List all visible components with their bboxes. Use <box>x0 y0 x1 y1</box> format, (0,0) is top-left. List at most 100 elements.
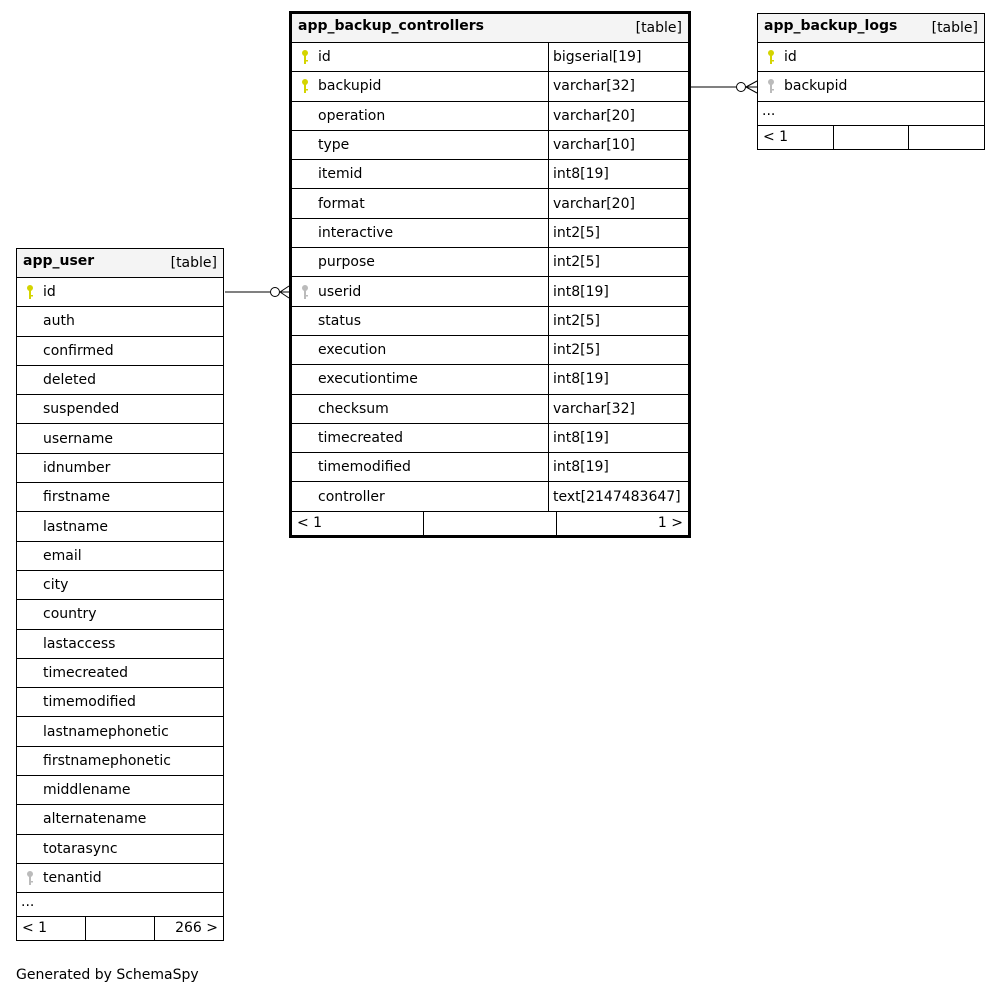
column-row[interactable]: type varchar[10] <box>292 130 688 161</box>
column-type: varchar[32] <box>548 72 688 101</box>
column-name: tenantid <box>43 870 102 887</box>
column-row[interactable]: timecreated <box>17 659 223 689</box>
spacer <box>832 125 909 149</box>
column-name: format <box>318 195 365 212</box>
column-row[interactable]: interactive int2[5] <box>292 218 688 249</box>
foreign-key-icon <box>767 78 775 94</box>
column-row[interactable]: username <box>17 424 223 454</box>
column-name: timemodified <box>43 694 136 711</box>
column-row[interactable]: lastnamephonetic <box>17 717 223 747</box>
column-row[interactable]: controller text[2147483647] <box>292 482 688 512</box>
column-row[interactable]: checksum varchar[32] <box>292 394 688 424</box>
column-row[interactable]: format varchar[20] <box>292 189 688 219</box>
table-kind: [table] <box>931 20 978 36</box>
column-name: id <box>784 49 797 66</box>
column-name: executiontime <box>318 371 418 388</box>
column-row[interactable]: id <box>758 43 984 73</box>
column-row[interactable]: id bigserial[19] <box>292 43 688 73</box>
column-name: firstnamephonetic <box>43 752 171 769</box>
column-row[interactable]: backupid <box>758 72 984 102</box>
table-name[interactable]: app_user <box>23 253 95 269</box>
column-name: type <box>318 137 350 154</box>
more-columns: ... <box>758 102 984 126</box>
column-row[interactable]: id <box>17 278 223 308</box>
column-name: deleted <box>43 372 96 389</box>
children-count[interactable] <box>908 125 984 149</box>
column-row[interactable]: tenantid <box>17 864 223 894</box>
column-name: confirmed <box>43 342 114 359</box>
parents-count[interactable]: < 1 <box>297 514 323 531</box>
column-row[interactable]: executiontime int8[19] <box>292 365 688 395</box>
column-type: varchar[10] <box>548 130 688 160</box>
table-header: app_user [table] <box>17 249 223 278</box>
table-app-backup-controllers[interactable]: app_backup_controllers [table] id bigserial… <box>289 11 691 538</box>
table-name[interactable]: app_backup_logs <box>764 18 898 34</box>
table-app-user[interactable]: app_user [table] id auth confirmed deleted sus… <box>16 248 224 942</box>
foreign-key-icon <box>301 284 309 300</box>
edge-backupid <box>691 80 758 94</box>
spacer <box>423 511 555 535</box>
column-name: suspended <box>43 401 120 418</box>
parents-count[interactable]: < 1 <box>22 920 48 937</box>
column-type: int8[19] <box>548 365 688 394</box>
parents-count[interactable]: < 1 <box>763 128 789 145</box>
column-row[interactable]: middlename <box>17 776 223 806</box>
table-footer: < 1 <box>758 125 984 149</box>
column-type: int2[5] <box>548 248 688 277</box>
foreign-key-icon <box>26 870 34 886</box>
column-type: bigserial[19] <box>548 43 688 72</box>
primary-key-icon <box>301 78 309 94</box>
column-name: execution <box>318 342 387 359</box>
column-row[interactable]: itemid int8[19] <box>292 160 688 190</box>
column-name: id <box>43 284 56 301</box>
column-row[interactable]: backupid varchar[32] <box>292 72 688 102</box>
column-name: username <box>43 430 113 447</box>
column-row[interactable]: execution int2[5] <box>292 335 688 366</box>
column-name: backupid <box>784 78 848 95</box>
column-row[interactable]: userid int8[19] <box>292 277 688 307</box>
column-row[interactable]: timemodified int8[19] <box>292 453 688 483</box>
column-row[interactable]: auth <box>17 307 223 337</box>
column-row[interactable]: operation varchar[20] <box>292 101 688 131</box>
column-row[interactable]: country <box>17 600 223 630</box>
column-name: timecreated <box>43 665 128 681</box>
column-row[interactable]: timecreated int8[19] <box>292 423 688 454</box>
children-count[interactable]: 1 > <box>555 511 688 535</box>
column-name: lastaccess <box>43 635 116 652</box>
column-row[interactable]: lastname <box>17 512 223 542</box>
column-row[interactable]: email <box>17 542 223 571</box>
edge-userid <box>225 285 290 299</box>
column-row[interactable]: confirmed <box>17 337 223 366</box>
column-row[interactable]: firstname <box>17 483 223 513</box>
column-row[interactable]: status int2[5] <box>292 306 688 336</box>
column-name: itemid <box>318 166 363 183</box>
column-row[interactable]: lastaccess <box>17 630 223 659</box>
column-name: purpose <box>318 254 375 271</box>
column-row[interactable]: timemodified <box>17 688 223 718</box>
column-name: lastnamephonetic <box>43 723 169 740</box>
column-row[interactable]: deleted <box>17 366 223 396</box>
column-row[interactable]: purpose int2[5] <box>292 248 688 278</box>
generated-by-label: Generated by SchemaSpy <box>16 967 199 983</box>
column-row[interactable]: firstnamephonetic <box>17 747 223 777</box>
column-name: totarasync <box>43 840 118 857</box>
table-footer: < 1 1 > <box>292 511 688 535</box>
column-name: city <box>43 577 69 594</box>
column-row[interactable]: totarasync <box>17 835 223 864</box>
column-name: controller <box>318 488 385 505</box>
children-count[interactable]: 266 > <box>154 917 223 941</box>
table-kind: [table] <box>170 255 217 271</box>
table-name[interactable]: app_backup_controllers <box>298 18 484 34</box>
column-name: operation <box>318 107 386 124</box>
column-row[interactable]: suspended <box>17 395 223 425</box>
column-row[interactable]: alternatename <box>17 805 223 835</box>
column-row[interactable]: city <box>17 571 223 601</box>
table-app-backup-logs[interactable]: app_backup_logs [table] id backupid... < 1 <box>757 13 985 150</box>
column-row[interactable]: idnumber <box>17 454 223 484</box>
column-type: int8[19] <box>548 423 688 453</box>
primary-key-icon <box>26 284 34 300</box>
column-name: interactive <box>318 224 394 241</box>
column-name: idnumber <box>43 459 111 476</box>
column-type: text[2147483647] <box>548 482 688 511</box>
